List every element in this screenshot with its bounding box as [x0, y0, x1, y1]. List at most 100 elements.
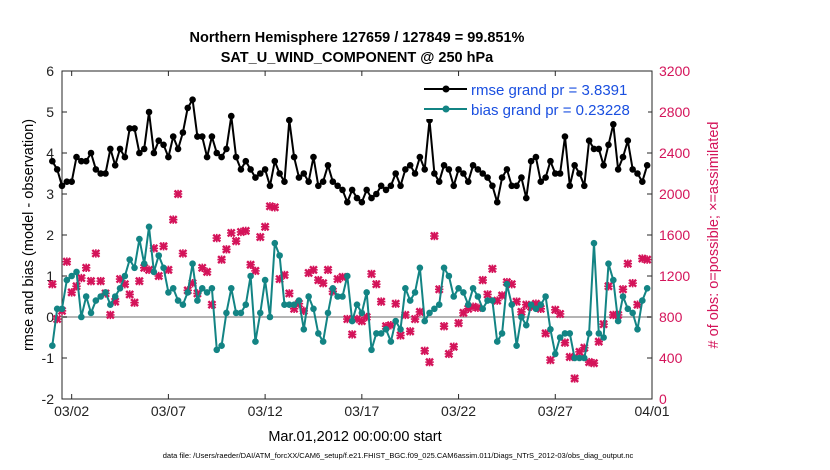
rmse-point: [387, 182, 395, 190]
bias-point: [566, 330, 574, 337]
bias-point: [634, 326, 641, 333]
rmse-point: [68, 178, 75, 185]
bias-point: [281, 301, 288, 309]
y-right-tick-label: 2800: [659, 104, 690, 120]
rmse-point: [145, 108, 153, 116]
obs-marker: [270, 202, 280, 212]
obs-marker: [173, 189, 183, 199]
bias-point: [155, 252, 163, 259]
bias-point: [368, 346, 375, 354]
rmse-point: [353, 194, 361, 202]
y-right-tick-label: 3200: [659, 63, 690, 79]
x-tick-label: 03/12: [248, 403, 283, 419]
bias-point: [339, 293, 346, 300]
rmse-point: [542, 174, 549, 181]
rmse-point: [223, 145, 230, 153]
rmse-point: [464, 178, 472, 185]
rmse-point: [256, 170, 264, 177]
bias-point: [527, 301, 535, 309]
rmse-point: [295, 174, 303, 181]
rmse-point: [435, 178, 443, 185]
obs-marker: [309, 265, 318, 275]
bias-point: [131, 264, 138, 272]
bias-point: [247, 272, 254, 280]
y-left-tick-label: 4: [46, 145, 54, 161]
bias-point: [73, 268, 80, 276]
bias-point: [614, 317, 622, 325]
bias-point: [92, 297, 100, 304]
rmse-point: [392, 170, 399, 177]
bias-point: [266, 313, 274, 321]
obs-marker: [202, 267, 212, 277]
obs-marker: [222, 245, 231, 254]
bias-point: [498, 330, 506, 337]
obs-marker: [420, 346, 430, 356]
bias-series-line: [51, 226, 649, 359]
bias-point: [63, 276, 71, 284]
bias-point: [82, 293, 90, 300]
rmse-point: [87, 149, 95, 157]
bias-point: [585, 330, 593, 337]
bias-point: [580, 354, 588, 362]
bias-point: [392, 317, 399, 325]
bias-point: [102, 289, 109, 296]
rmse-point: [184, 104, 192, 112]
rmse-point: [116, 145, 124, 153]
rmse-point: [537, 178, 545, 185]
bias-point: [387, 338, 395, 345]
bias-point: [455, 285, 462, 292]
obs-marker: [415, 307, 425, 317]
rmse-point: [344, 198, 351, 206]
bias-point: [469, 285, 477, 292]
bias-point: [165, 289, 172, 296]
obs-marker: [106, 310, 115, 320]
rmse-point: [595, 145, 603, 153]
rmse-point: [198, 133, 206, 140]
rmse-point: [281, 178, 288, 185]
rmse-point: [63, 178, 71, 185]
bias-point: [276, 252, 283, 259]
bias-point: [542, 293, 549, 300]
bias-point: [619, 293, 627, 300]
rmse-series-line: [51, 96, 649, 205]
rmse-point: [165, 153, 172, 161]
rmse-point: [310, 153, 317, 161]
bias-point: [252, 338, 259, 345]
bias-point: [411, 289, 419, 296]
bias-point: [629, 309, 636, 317]
rmse-point: [522, 194, 530, 202]
obs-marker: [642, 255, 652, 264]
obs-marker: [284, 289, 294, 298]
bias-point: [237, 309, 245, 317]
rmse-point: [285, 116, 293, 124]
rmse-point: [484, 174, 491, 181]
bias-point: [460, 289, 467, 296]
bias-point: [194, 297, 201, 304]
bias-point: [402, 285, 409, 292]
obs-marker: [178, 249, 188, 258]
rmse-point: [358, 198, 366, 206]
x-tick-label: 03/07: [151, 403, 186, 419]
y-axis-left-ticks: -2 -1 0 1 2 3 4 5 6: [42, 63, 67, 407]
obs-marker: [454, 318, 463, 328]
bias-point: [489, 297, 496, 304]
bias-point: [508, 301, 516, 309]
bias-point: [150, 268, 158, 276]
bias-point: [140, 260, 148, 268]
rmse-point: [319, 178, 327, 185]
bias-point: [397, 326, 404, 333]
rmse-point: [140, 145, 148, 153]
y-axis-right-ticks: 0 400 800 1200 1600 2000 2400 2800 3200: [647, 63, 690, 407]
rmse-point: [252, 174, 259, 181]
bias-point: [198, 285, 206, 292]
x-axis-ticks: 03/02 03/07 03/12 03/17 03/22 03/27 04/01: [54, 71, 670, 419]
rmse-point: [261, 166, 269, 173]
obs-marker: [96, 276, 106, 286]
y-right-tick-label: 800: [659, 309, 683, 325]
x-tick-label: 03/27: [538, 403, 573, 419]
bias-point: [49, 342, 56, 350]
rmse-point: [339, 186, 346, 194]
obs-marker: [207, 300, 217, 310]
rmse-point: [634, 170, 641, 177]
